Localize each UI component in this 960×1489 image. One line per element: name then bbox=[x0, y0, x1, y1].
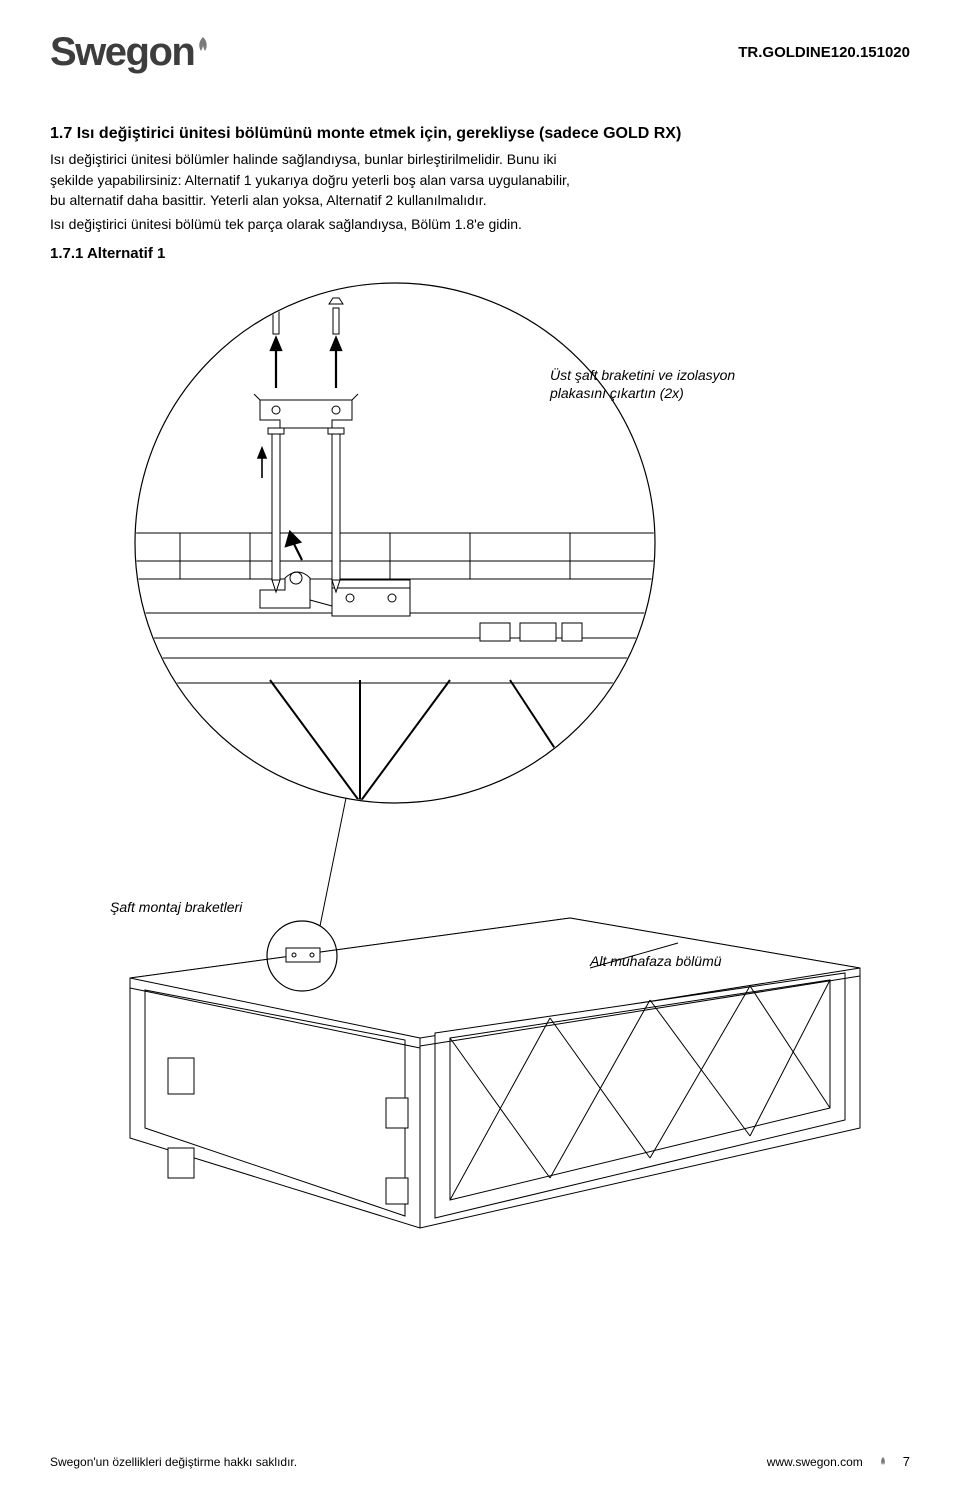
callout-left: Şaft montaj braketleri bbox=[110, 898, 310, 917]
section-content: 1.7 Isı değiştirici ünitesi bölümünü mon… bbox=[50, 123, 910, 272]
footer-url: www.swegon.com bbox=[767, 1455, 863, 1469]
callout-right: Alt muhafaza bölümü bbox=[590, 952, 810, 971]
logo: Swegon bbox=[50, 30, 210, 75]
footer-right: www.swegon.com 7 bbox=[767, 1454, 910, 1469]
doc-id: TR.GOLDINE120.151020 bbox=[738, 44, 910, 61]
alternative-title: 1.7.1 Alternatif 1 bbox=[50, 245, 910, 262]
paragraph-2: Isı değiştirici ünitesi bölümü tek parça… bbox=[50, 214, 570, 234]
page-footer: Swegon'un özellikleri değiştirme hakkı s… bbox=[50, 1454, 910, 1469]
callout-top: Üst şaft braketini ve izolasyon plakasın… bbox=[550, 366, 790, 404]
leaf-icon bbox=[879, 1456, 887, 1467]
section-title: 1.7 Isı değiştirici ünitesi bölümünü mon… bbox=[50, 123, 910, 145]
paragraph-1: Isı değiştirici ünitesi bölümler halinde… bbox=[50, 149, 570, 210]
leaf-icon bbox=[196, 35, 210, 55]
technical-diagram bbox=[50, 278, 910, 1238]
page-header: Swegon TR.GOLDINE120.151020 bbox=[50, 30, 910, 75]
logo-text: Swegon bbox=[50, 30, 194, 75]
footer-left: Swegon'un özellikleri değiştirme hakkı s… bbox=[50, 1455, 297, 1469]
diagram-area: Üst şaft braketini ve izolasyon plakasın… bbox=[50, 278, 910, 1444]
page-number: 7 bbox=[903, 1454, 910, 1469]
